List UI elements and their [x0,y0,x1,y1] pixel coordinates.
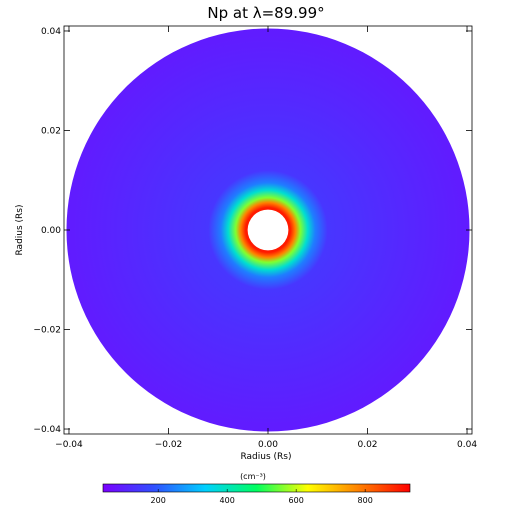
plot-area [66,28,470,432]
x-tick-label: 0.04 [457,440,477,450]
colorbar-ticks: 200 400 600 800 [151,489,373,505]
colorbar-tick-label: 200 [151,496,166,505]
y-tick-label: 0.02 [41,126,61,136]
x-axis: −0.04 −0.02 0.00 0.02 0.04 [55,26,477,450]
colorbar-tick-label: 800 [358,496,373,505]
y-tick-label: −0.04 [33,425,61,435]
y-tick-label: −0.02 [33,326,61,336]
y-axis-title: Radius (Rs) [15,204,25,255]
x-tick-label: −0.02 [155,440,183,450]
y-axis: 0.04 0.02 0.00 −0.02 −0.04 [33,27,472,435]
colorbar-unit-label: (cm⁻³) [240,472,266,481]
colorbar-tick-label: 400 [220,496,235,505]
colorbar-tick-label: 600 [289,496,304,505]
colorbar [102,483,411,493]
y-tick-label: 0.00 [41,226,61,236]
x-axis-title: Radius (Rs) [240,452,291,462]
x-tick-label: 0.00 [258,440,278,450]
chart-title: Np at λ=89.99° [207,4,324,22]
y-tick-label: 0.04 [41,27,61,37]
x-tick-label: −0.04 [55,440,83,450]
inner-hole [247,209,289,251]
x-tick-label: 0.02 [357,440,377,450]
